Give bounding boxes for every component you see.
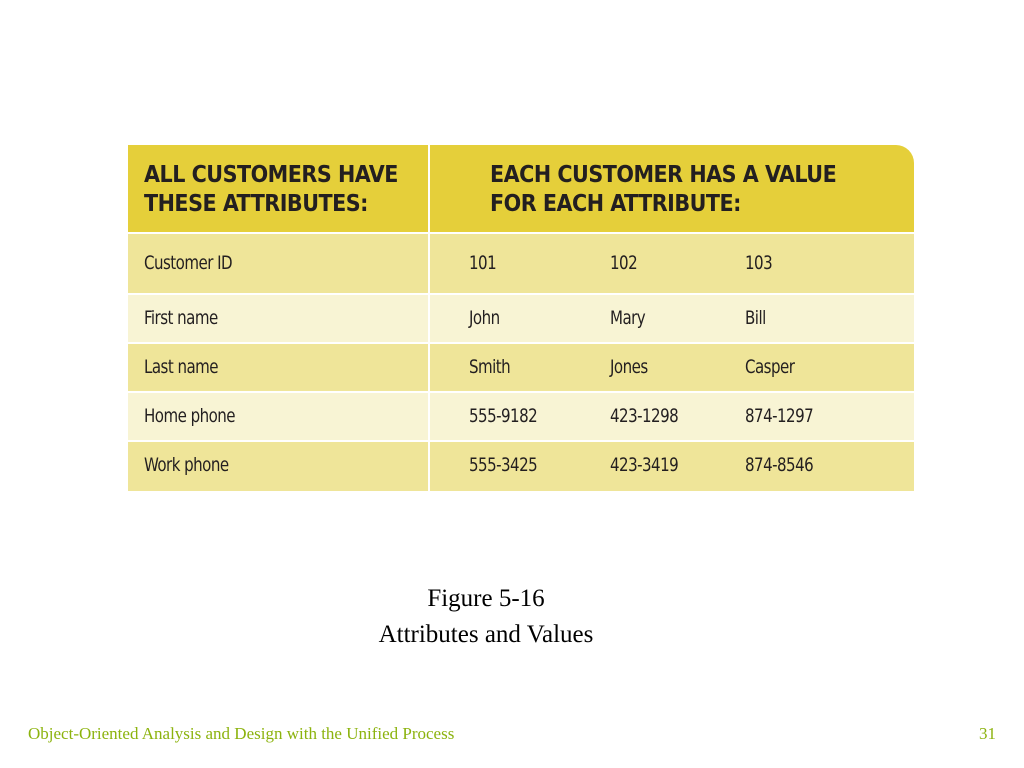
value-cell: 555-9182 [469, 405, 538, 427]
header-values-line-2: FOR EACH ATTRIBUTE: [490, 191, 741, 217]
header-attributes-line-2: THESE ATTRIBUTES: [144, 191, 368, 217]
attributes-table: ALL CUSTOMERS HAVE THESE ATTRIBUTES: EAC… [128, 145, 914, 491]
attribute-cell: Home phone [144, 405, 236, 427]
attribute-cell: Customer ID [144, 252, 233, 274]
value-cell: Bill [745, 307, 766, 329]
value-cell: 555-3425 [469, 454, 538, 476]
value-cell: 874-1297 [745, 405, 814, 427]
row-separator [128, 232, 914, 234]
value-cell: 101 [469, 252, 497, 274]
value-cell: 874-8546 [745, 454, 814, 476]
value-cell: Jones [610, 356, 648, 378]
table-row-home-phone: Home phone 555-9182 423-1298 874-1297 [128, 393, 914, 440]
header-attributes: ALL CUSTOMERS HAVE THESE ATTRIBUTES: [144, 161, 398, 219]
figure-caption-subtitle: Attributes and Values [378, 621, 594, 648]
header-values: EACH CUSTOMER HAS A VALUE FOR EACH ATTRI… [490, 161, 837, 219]
attribute-cell: Work phone [144, 454, 229, 476]
value-cell: 423-3419 [610, 454, 679, 476]
table-row-last-name: Last name Smith Jones Casper [128, 344, 914, 391]
header-values-line-1: EACH CUSTOMER HAS A VALUE [490, 162, 837, 188]
value-cell: Mary [610, 307, 646, 329]
value-cell: 102 [610, 252, 638, 274]
value-cell: Casper [745, 356, 795, 378]
header-attributes-line-1: ALL CUSTOMERS HAVE [144, 162, 398, 188]
value-cell: John [469, 307, 500, 329]
value-cell: 423-1298 [610, 405, 679, 427]
table-header-row: ALL CUSTOMERS HAVE THESE ATTRIBUTES: EAC… [128, 145, 914, 232]
attribute-cell: Last name [144, 356, 219, 378]
table-row-first-name: First name John Mary Bill [128, 295, 914, 342]
footer-page-number: 31 [979, 724, 996, 743]
attribute-cell: First name [144, 307, 218, 329]
row-separator [128, 342, 914, 344]
table-row-customer-id: Customer ID 101 102 103 [128, 234, 914, 293]
row-separator [128, 293, 914, 295]
column-divider [428, 145, 430, 491]
table-row-work-phone: Work phone 555-3425 423-3419 874-8546 [128, 442, 914, 491]
footer-course-title: Object-Oriented Analysis and Design with… [28, 724, 455, 743]
row-separator [128, 440, 914, 442]
row-separator [128, 391, 914, 393]
value-cell: Smith [469, 356, 511, 378]
figure-caption-title: Figure 5-16 [427, 585, 545, 612]
value-cell: 103 [745, 252, 773, 274]
